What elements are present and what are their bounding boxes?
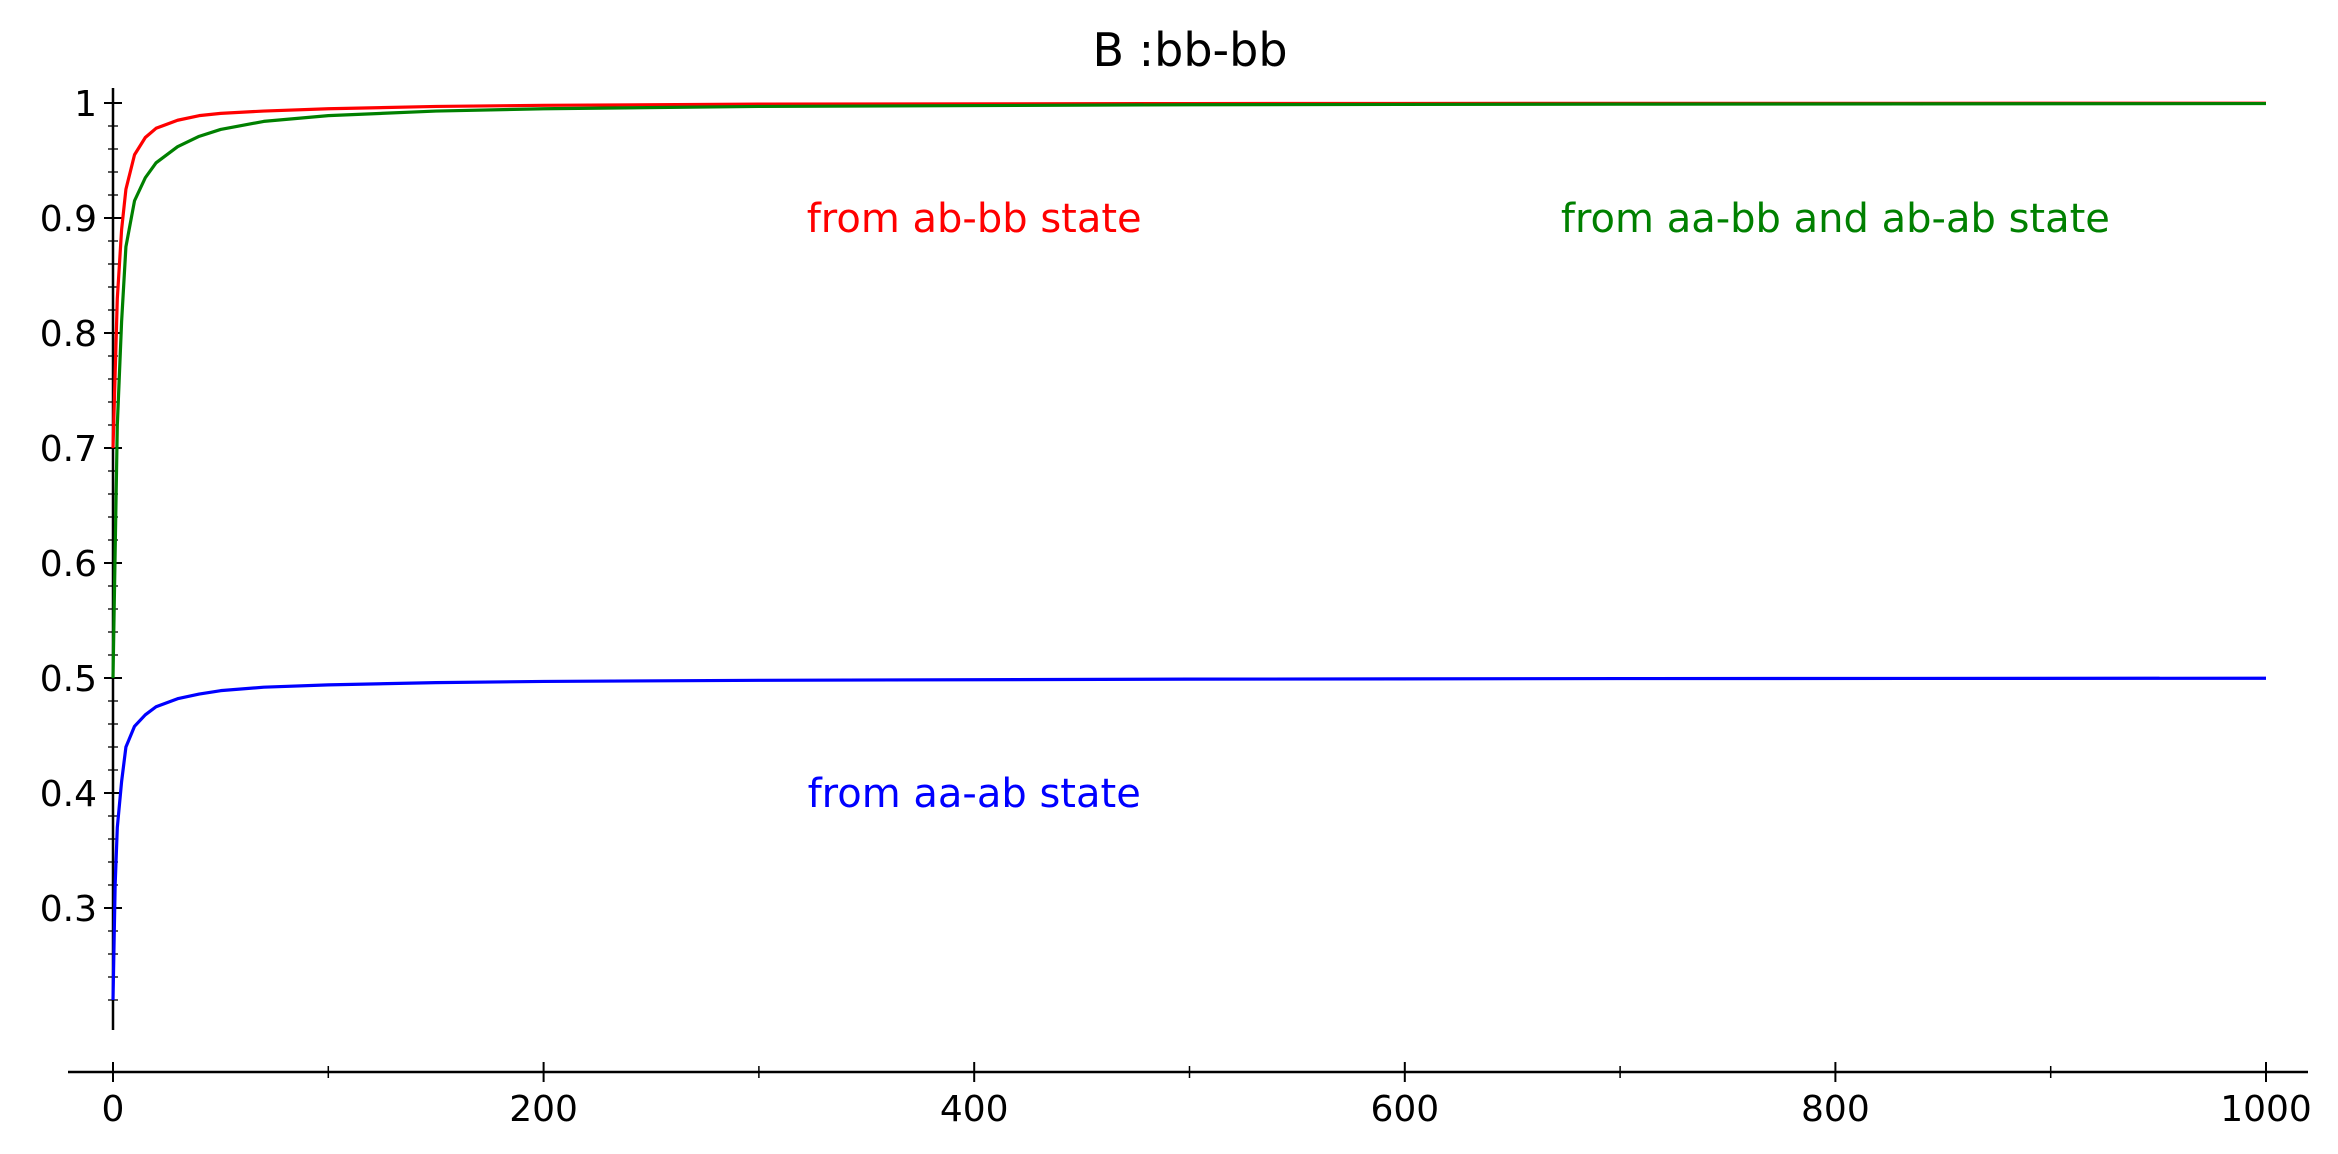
series-line-red — [111, 101, 2267, 449]
x-tick-label: 400 — [940, 1089, 1009, 1130]
series-line-blue — [111, 676, 2267, 1001]
y-tick-label: 0.8 — [40, 314, 97, 355]
y-tick-label: 0.6 — [40, 544, 97, 585]
annotation-label: from aa-ab state — [808, 771, 1141, 817]
y-tick-label: 0.5 — [40, 659, 97, 700]
y-tick-label: 1 — [74, 84, 97, 125]
y-tick-label: 0.4 — [40, 774, 97, 815]
series-line-green — [111, 101, 2267, 679]
x-tick-label: 800 — [1801, 1089, 1870, 1130]
y-tick-label: 0.3 — [40, 889, 97, 930]
axes: 0 200 400 600 800 1000 0.3 0.4 0.5 0.6 0.7 0.8 0.9 1 — [40, 84, 2312, 1130]
annotation-label: from ab-bb state — [807, 196, 1142, 242]
series-layer — [111, 101, 2267, 1001]
annotation-label: from aa-bb and ab-ab state — [1561, 196, 2110, 242]
chart-title: B :bb-bb — [1092, 23, 1287, 77]
y-tick-label: 0.7 — [40, 429, 97, 470]
annotation-layer: from ab-bb state from aa-bb and ab-ab sta… — [807, 196, 2110, 817]
y-tick-label: 0.9 — [40, 199, 97, 240]
x-tick-label: 1000 — [2220, 1089, 2312, 1130]
x-tick-label: 0 — [102, 1089, 125, 1130]
x-tick-label: 200 — [509, 1089, 578, 1130]
x-tick-label: 600 — [1370, 1089, 1439, 1130]
